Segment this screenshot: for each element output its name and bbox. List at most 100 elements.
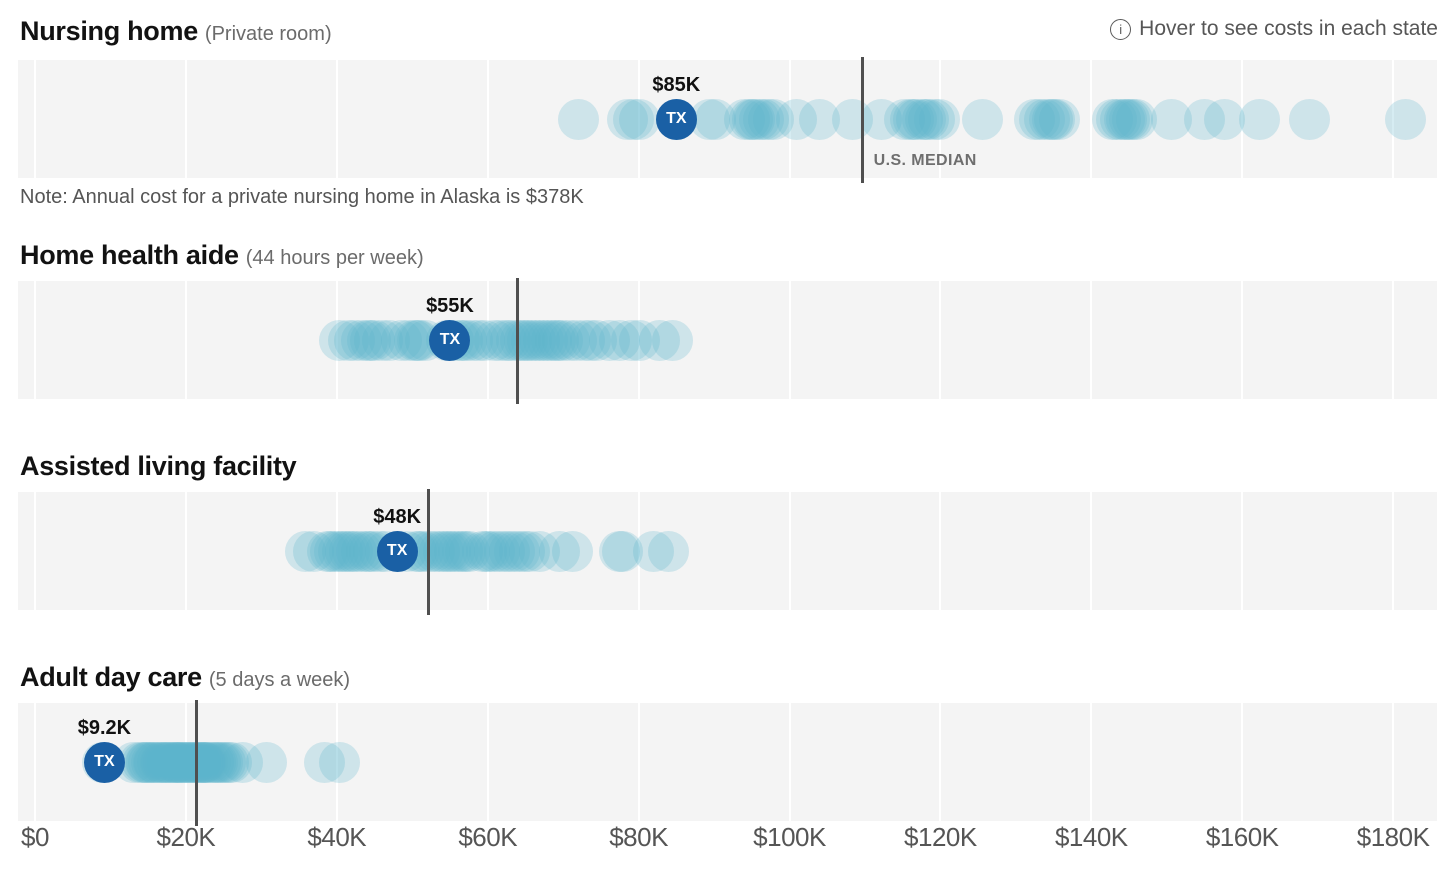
state-cost-dot[interactable] xyxy=(167,741,209,783)
state-cost-dot[interactable] xyxy=(334,319,376,361)
tx-marker[interactable]: TX xyxy=(429,319,471,361)
state-cost-dot[interactable] xyxy=(332,530,374,572)
state-cost-dot[interactable] xyxy=(831,98,873,140)
state-cost-dot[interactable] xyxy=(775,98,817,140)
state-cost-dot[interactable] xyxy=(164,741,206,783)
state-cost-dot[interactable] xyxy=(518,530,560,572)
state-cost-dot[interactable] xyxy=(157,741,199,783)
state-cost-dot[interactable] xyxy=(889,98,931,140)
state-cost-dot[interactable] xyxy=(147,741,189,783)
state-cost-dot[interactable] xyxy=(204,741,246,783)
state-cost-dot[interactable] xyxy=(1024,98,1066,140)
state-cost-dot[interactable] xyxy=(284,530,326,572)
state-cost-dot[interactable] xyxy=(493,530,535,572)
state-cost-dot[interactable] xyxy=(387,319,429,361)
state-cost-dot[interactable] xyxy=(142,741,184,783)
state-cost-dot[interactable] xyxy=(172,741,214,783)
state-cost-dot[interactable] xyxy=(1028,98,1070,140)
state-cost-dot[interactable] xyxy=(197,741,239,783)
state-cost-dot[interactable] xyxy=(901,98,943,140)
state-cost-dot[interactable] xyxy=(202,741,244,783)
state-cost-dot[interactable] xyxy=(169,741,211,783)
state-cost-dot[interactable] xyxy=(137,741,179,783)
state-cost-dot[interactable] xyxy=(612,98,654,140)
state-cost-dot[interactable] xyxy=(556,319,598,361)
state-cost-dot[interactable] xyxy=(319,741,361,783)
state-cost-dot[interactable] xyxy=(131,741,173,783)
state-cost-dot[interactable] xyxy=(141,741,183,783)
state-cost-dot[interactable] xyxy=(430,530,472,572)
state-cost-dot[interactable] xyxy=(184,741,226,783)
state-cost-dot[interactable] xyxy=(119,741,161,783)
state-cost-dot[interactable] xyxy=(461,530,503,572)
state-cost-dot[interactable] xyxy=(177,741,219,783)
state-cost-dot[interactable] xyxy=(327,319,369,361)
state-cost-dot[interactable] xyxy=(904,98,946,140)
state-cost-dot[interactable] xyxy=(606,98,648,140)
state-cost-dot[interactable] xyxy=(1203,98,1245,140)
state-cost-dot[interactable] xyxy=(185,741,227,783)
state-cost-dot[interactable] xyxy=(122,741,164,783)
state-cost-dot[interactable] xyxy=(211,741,253,783)
state-cost-dot[interactable] xyxy=(442,530,484,572)
state-cost-dot[interactable] xyxy=(154,741,196,783)
state-cost-dot[interactable] xyxy=(150,741,192,783)
state-cost-dot[interactable] xyxy=(618,319,660,361)
state-cost-dot[interactable] xyxy=(489,530,531,572)
state-cost-dot[interactable] xyxy=(469,530,511,572)
state-cost-dot[interactable] xyxy=(557,98,599,140)
state-cost-dot[interactable] xyxy=(347,319,389,361)
state-cost-dot[interactable] xyxy=(166,741,208,783)
state-cost-dot[interactable] xyxy=(194,741,236,783)
state-cost-dot[interactable] xyxy=(473,530,515,572)
state-cost-dot[interactable] xyxy=(128,741,170,783)
state-cost-dot[interactable] xyxy=(729,98,770,140)
state-cost-dot[interactable] xyxy=(1108,98,1150,140)
state-cost-dot[interactable] xyxy=(507,319,549,361)
state-cost-dot[interactable] xyxy=(207,741,249,783)
state-cost-dot[interactable] xyxy=(753,98,795,140)
state-cost-dot[interactable] xyxy=(489,319,531,361)
state-cost-dot[interactable] xyxy=(434,530,475,572)
state-cost-dot[interactable] xyxy=(552,530,594,572)
state-cost-dot[interactable] xyxy=(418,530,460,572)
state-cost-dot[interactable] xyxy=(473,319,515,361)
state-cost-dot[interactable] xyxy=(892,98,934,140)
state-cost-dot[interactable] xyxy=(321,530,363,572)
state-cost-dot[interactable] xyxy=(187,741,229,783)
state-cost-dot[interactable] xyxy=(319,319,361,361)
state-cost-dot[interactable] xyxy=(445,530,487,572)
tx-marker[interactable]: TX xyxy=(83,741,125,783)
state-cost-dot[interactable] xyxy=(569,319,611,361)
state-cost-dot[interactable] xyxy=(449,530,491,572)
state-cost-dot[interactable] xyxy=(369,319,411,361)
state-cost-dot[interactable] xyxy=(895,98,937,140)
state-cost-dot[interactable] xyxy=(381,319,423,361)
state-cost-dot[interactable] xyxy=(538,530,580,572)
state-cost-dot[interactable] xyxy=(341,319,383,361)
state-cost-dot[interactable] xyxy=(509,530,551,572)
tx-marker[interactable]: TX xyxy=(376,530,418,572)
state-cost-dot[interactable] xyxy=(535,319,577,361)
state-cost-dot[interactable] xyxy=(504,319,546,361)
state-cost-dot[interactable] xyxy=(883,98,925,140)
state-cost-dot[interactable] xyxy=(221,741,263,783)
state-cost-dot[interactable] xyxy=(152,741,194,783)
state-cost-dot[interactable] xyxy=(307,530,349,572)
state-cost-dot[interactable] xyxy=(1018,98,1060,140)
state-cost-dot[interactable] xyxy=(325,530,367,572)
state-cost-dot[interactable] xyxy=(575,319,617,361)
state-cost-dot[interactable] xyxy=(563,319,605,361)
state-cost-dot[interactable] xyxy=(192,741,234,783)
state-cost-dot[interactable] xyxy=(734,98,776,140)
state-cost-dot[interactable] xyxy=(1091,98,1133,140)
state-cost-dot[interactable] xyxy=(599,319,641,361)
state-cost-dot[interactable] xyxy=(314,530,356,572)
state-cost-dot[interactable] xyxy=(602,530,644,572)
state-cost-dot[interactable] xyxy=(132,741,174,783)
state-cost-dot[interactable] xyxy=(148,741,190,783)
state-cost-dot[interactable] xyxy=(913,98,955,140)
state-cost-dot[interactable] xyxy=(504,530,546,572)
state-cost-dot[interactable] xyxy=(437,530,479,572)
state-cost-dot[interactable] xyxy=(919,98,961,140)
